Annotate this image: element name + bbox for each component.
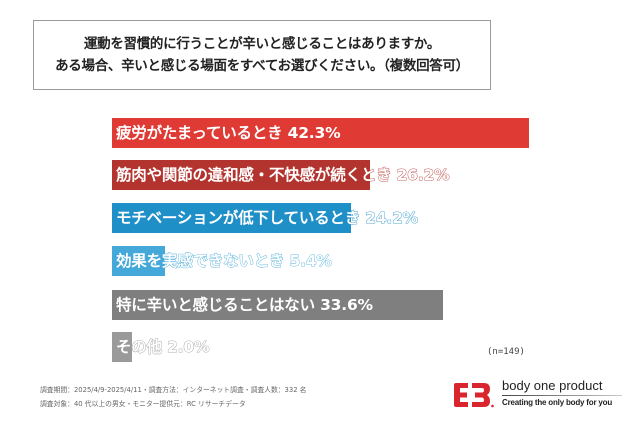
eb-logo-icon (454, 383, 494, 408)
bar-label: その他 2.0% (116, 338, 210, 357)
brand-divider (502, 395, 622, 396)
brand-name: body one product (502, 378, 603, 393)
bar (112, 246, 166, 276)
bar-label: 疲労がたまっているとき 42.3% (116, 124, 341, 143)
survey-info-line-2: 調査対象：40 代以上の男女・モニター提供元：RC リサーチデータ (40, 400, 246, 408)
bar (112, 332, 132, 362)
bar-label: モチベーションが低下しているとき 24.2% (116, 209, 419, 228)
survey-info-line-1: 調査期間：2025/4/9-2025/4/11・調査方法：インターネット調査・調… (40, 386, 307, 394)
bar (112, 290, 444, 320)
bar-label: 効果を実感できないとき 5.4% (116, 252, 333, 271)
bar-label: 特に辛いと感じることはない 33.6% (116, 296, 374, 315)
bar (112, 118, 530, 148)
bar-label: 筋肉や関節の違和感・不快感が続くとき 26.2% (116, 166, 450, 185)
question-line-2: ある場合、辛いと感じる場面をすべてお選びください。（複数回答可） (55, 58, 469, 74)
brand-logo: body one product Creating the only body … (452, 376, 632, 416)
brand-tagline: Creating the only body for you (502, 398, 613, 407)
question-box: 運動を習慣的に行うことが辛いと感じることはありますか。 ある場合、辛いと感じる場… (33, 20, 491, 90)
sample-size: (n=149) (487, 347, 525, 357)
bar (112, 203, 351, 233)
bar (112, 160, 371, 190)
question-line-1: 運動を習慣的に行うことが辛いと感じることはありますか。 (83, 36, 441, 52)
